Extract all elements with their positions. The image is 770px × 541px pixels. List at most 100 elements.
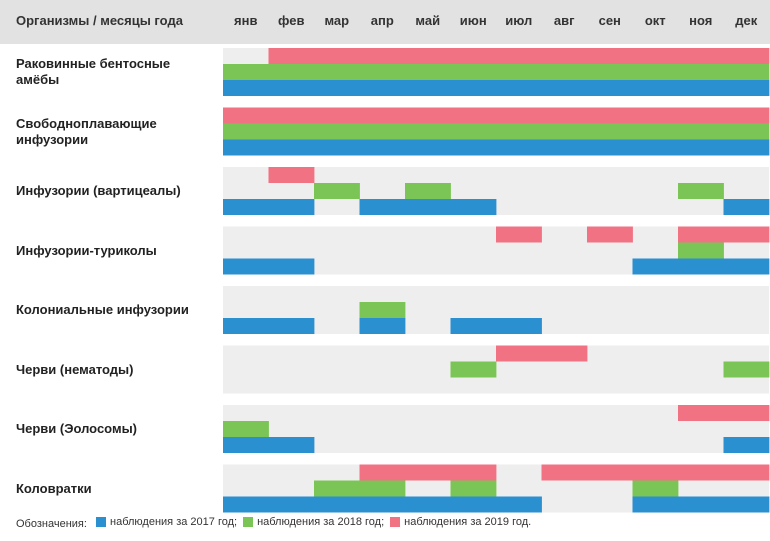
bar-2018 (678, 183, 724, 199)
bar-2019 (587, 48, 633, 64)
row-label: Свободноплавающие инфузории (16, 115, 157, 147)
row-label: Черви (нематоды) (16, 361, 134, 377)
bar-2018 (223, 64, 269, 80)
bar-2018 (496, 123, 542, 140)
bar-2019 (541, 464, 588, 481)
month-label: июл (505, 13, 533, 28)
bar-2017 (268, 258, 315, 275)
bar-2018 (314, 64, 360, 80)
legend-label: наблюдения за 2018 год; (257, 516, 385, 528)
month-label: авг (553, 13, 575, 28)
bar-2018 (314, 480, 360, 497)
bar-2018 (223, 123, 269, 140)
bar-2018 (405, 123, 451, 140)
bar-2017 (450, 199, 497, 215)
legend-prefix: Обозначения: (16, 518, 87, 530)
bar-2019 (541, 48, 588, 64)
bar-2019 (541, 107, 588, 124)
bar-2019 (496, 48, 542, 64)
row-label: Инфузории (вартицеалы) (16, 183, 181, 198)
row-label: Колониальные инфузории (16, 302, 189, 317)
bar-2017 (359, 199, 406, 215)
bar-2017 (450, 496, 497, 513)
bar-2017 (723, 80, 770, 96)
bar-2017 (223, 258, 269, 275)
bar-2018 (268, 123, 315, 140)
bar-2018 (678, 123, 724, 140)
bar-2018 (632, 480, 679, 497)
bar-2017 (587, 139, 633, 156)
bar-2018 (678, 242, 724, 259)
bar-2018 (632, 64, 679, 80)
bar-2017 (405, 496, 451, 513)
bar-2018 (405, 183, 451, 199)
bar-2018 (632, 123, 679, 140)
bar-2018 (723, 123, 770, 140)
bar-2019 (632, 48, 679, 64)
legend-items: наблюдения за 2017 год; наблюдения за 201… (96, 516, 537, 530)
bar-2018 (314, 183, 360, 199)
bar-2018 (723, 361, 770, 378)
bar-2017 (496, 80, 542, 96)
bar-2018 (496, 64, 542, 80)
chart-header: Организмы / месяцы года янв фев мар апр май и… (0, 0, 770, 44)
bar-2018 (359, 480, 406, 497)
bar-2019 (496, 226, 542, 243)
bar-2017 (314, 139, 360, 156)
month-label: сен (598, 13, 621, 28)
bar-2017 (268, 496, 315, 513)
bar-2019 (723, 226, 770, 243)
month-label: окт (644, 13, 666, 28)
bar-2018 (723, 64, 770, 80)
bar-2018 (359, 302, 406, 318)
bar-2019 (268, 167, 315, 183)
bar-2019 (496, 107, 542, 124)
bar-2017 (723, 496, 770, 513)
bar-2019 (632, 464, 679, 481)
bar-2017 (268, 437, 315, 453)
month-label: июн (459, 13, 487, 28)
bar-2019 (723, 464, 770, 481)
legend-item-2019: наблюдения за 2019 год. (390, 516, 531, 528)
bar-2017 (587, 80, 633, 96)
bar-2019 (268, 48, 315, 64)
bar-2017 (314, 80, 360, 96)
bar-2017 (496, 139, 542, 156)
bar-2017 (223, 139, 269, 156)
bar-2017 (723, 258, 770, 275)
legend-swatch (390, 517, 401, 527)
row-label: Инфузории-туриколы (16, 242, 157, 258)
bar-2017 (223, 199, 269, 215)
month-label: фев (278, 13, 305, 28)
bar-2019 (678, 48, 724, 64)
bar-2017 (723, 139, 770, 156)
bar-2018 (405, 64, 451, 80)
bar-2017 (678, 258, 724, 275)
bar-2017 (632, 80, 679, 96)
bar-2018 (223, 421, 269, 437)
bar-2017 (541, 139, 588, 156)
row-label: Черви (Эолосомы) (16, 421, 137, 436)
bar-2018 (359, 123, 406, 140)
bar-2017 (450, 318, 497, 334)
bar-2017 (268, 139, 315, 156)
bar-2017 (496, 496, 542, 513)
bar-2017 (678, 139, 724, 156)
bar-2019 (723, 107, 770, 124)
legend-swatch (243, 517, 254, 527)
row-label: Раковинные бентосные амёбы (16, 56, 171, 87)
bar-2019 (723, 48, 770, 64)
bar-2017 (496, 318, 542, 334)
bar-2017 (359, 318, 406, 334)
corner-label: Организмы / месяцы года (16, 13, 183, 28)
bar-2017 (223, 318, 269, 334)
bar-2018 (268, 64, 315, 80)
bar-2017 (678, 80, 724, 96)
legend-label: наблюдения за 2019 год. (404, 516, 532, 528)
bar-2018 (541, 123, 588, 140)
bar-2019 (587, 107, 633, 124)
bar-2017 (405, 80, 451, 96)
bar-2017 (359, 496, 406, 513)
bar-2018 (450, 123, 497, 140)
